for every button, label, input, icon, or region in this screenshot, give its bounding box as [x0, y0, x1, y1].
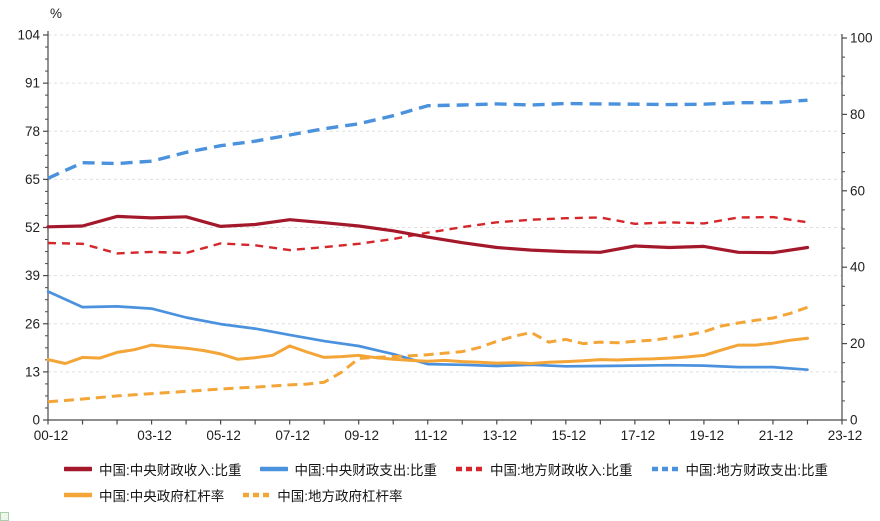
legend-item-label: 中国:地方财政收入:比重 — [490, 463, 633, 478]
x-axis-tick-label: 13-12 — [483, 428, 518, 443]
series-line-2 — [46, 290, 809, 372]
chart-legend: 中国:中央财政收入:比重 中国:中央财政支出:比重 中国:地方财政收入:比重 中国:地… — [64, 456, 864, 508]
x-axis-tick-label: 19-12 — [690, 428, 725, 443]
legend-row-2: 中国:中央政府杠杆率 中国:地方政府杠杆率 — [64, 482, 864, 508]
legend-item-label: 中国:中央财政支出:比重 — [294, 463, 438, 478]
series-line-3 — [47, 215, 808, 255]
right-axis-tick-label: 40 — [850, 260, 865, 275]
x-axis-tick-label: 05-12 — [206, 428, 241, 443]
right-axis-tick-label: 100 — [850, 31, 873, 46]
x-axis-tick-label: 03-12 — [137, 428, 172, 443]
series-line-5 — [46, 336, 809, 365]
x-axis-tick-label: 11-12 — [414, 428, 448, 443]
left-axis-tick-label: 91 — [25, 76, 40, 91]
dashed-line-swatch-icon — [456, 466, 483, 472]
legend-item-1: 中国:中央财政收入:比重 — [64, 459, 242, 479]
x-axis-tick-label: 23-12 — [828, 428, 863, 443]
legend-item-label: 中国:地方财政支出:比重 — [685, 463, 829, 478]
legend-item-3: 中国:地方财政收入:比重 — [455, 459, 633, 479]
left-axis-tick-label: 0 — [32, 413, 40, 428]
legend-item-5: 中国:中央政府杠杆率 — [64, 485, 224, 505]
right-axis-tick-label: 80 — [850, 107, 865, 122]
series-line-1 — [46, 214, 810, 255]
legend-item-6: 中国:地方政府杠杆率 — [242, 485, 403, 505]
legend-item-2: 中国:中央财政支出:比重 — [259, 459, 438, 479]
left-axis-tick-label: 39 — [25, 268, 40, 283]
left-axis-tick-label: 52 — [25, 220, 40, 235]
dashed-line-swatch-icon — [651, 466, 678, 472]
legend-item-label: 中国:中央财政收入:比重 — [99, 463, 242, 478]
right-axis-tick-label: 60 — [850, 183, 865, 198]
legend-item-4: 中国:地方财政支出:比重 — [651, 459, 829, 479]
solid-line-swatch-icon — [64, 492, 92, 498]
left-axis-tick-label: 65 — [25, 172, 40, 187]
right-axis-tick-label: 0 — [850, 413, 858, 428]
x-axis-tick-label: 17-12 — [621, 428, 656, 443]
legend-row-1: 中国:中央财政收入:比重 中国:中央财政支出:比重 中国:地方财政收入:比重 中国:地… — [64, 456, 864, 482]
x-axis-tick-label: 09-12 — [344, 428, 379, 443]
legend-item-label: 中国:地方政府杠杆率 — [277, 489, 403, 504]
chart-canvas: 0 13 26 39 52 65 78 91 104 0 20 40 60 80 100 00-12 03-12… — [17, 6, 873, 443]
x-axis-tick-label: 15-12 — [552, 428, 587, 443]
left-axis-unit-label: % — [50, 6, 62, 21]
x-axis-tick-label: 00-12 — [34, 428, 69, 443]
right-axis-tick-label: 20 — [850, 336, 865, 351]
x-axis-tick-label: 21-12 — [759, 428, 794, 443]
left-axis-tick-label: 104 — [17, 28, 40, 43]
dashed-line-swatch-icon — [243, 492, 270, 498]
left-axis-tick-label: 13 — [25, 364, 40, 379]
series-line-4 — [47, 98, 808, 180]
line-chart: 0 13 26 39 52 65 78 91 104 0 20 40 60 80 100 00-12 03-12… — [17, 6, 873, 443]
legend-item-label: 中国:中央政府杠杆率 — [99, 489, 225, 504]
solid-line-swatch-icon — [64, 466, 92, 472]
x-axis-tick-label: 07-12 — [275, 428, 310, 443]
left-axis-tick-label: 26 — [25, 316, 40, 331]
series-line-6 — [47, 305, 808, 404]
left-axis-tick-label: 78 — [25, 124, 40, 139]
solid-line-swatch-icon — [259, 466, 288, 472]
